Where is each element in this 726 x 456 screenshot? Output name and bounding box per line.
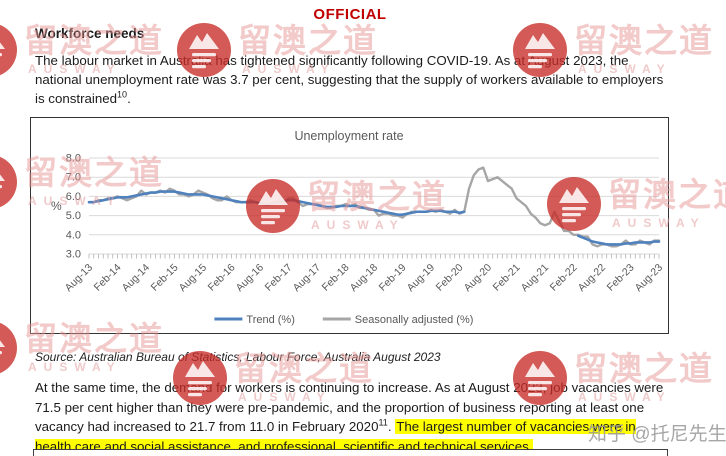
y-tick-label: 5.0 xyxy=(66,210,81,222)
x-tick-label: Feb-19 xyxy=(377,262,409,294)
x-tick-label: Feb-21 xyxy=(491,262,523,294)
x-tick-label: Aug-19 xyxy=(405,262,438,295)
x-tick-label: Aug-15 xyxy=(177,262,210,295)
ausway-logo-icon xyxy=(0,322,17,374)
classification-banner: OFFICIAL xyxy=(313,6,387,23)
legend-label: Trend (%) xyxy=(246,314,295,326)
x-tick-label: Aug-23 xyxy=(633,262,666,295)
x-tick-label: Feb-18 xyxy=(320,262,352,294)
series-line xyxy=(87,190,661,246)
chart-title: Unemployment rate xyxy=(294,129,403,143)
x-tick-label: Aug-20 xyxy=(462,262,495,295)
unemployment-rate-chart: Unemployment rate 8.0 7.0 6.0 5.0 4.0 3.0% Aug-… xyxy=(30,117,669,334)
page-title: Workforce needs xyxy=(35,26,145,41)
x-tick-label: Feb-16 xyxy=(206,262,238,294)
x-tick-label: Feb-23 xyxy=(605,262,637,294)
y-tick-label: 4.0 xyxy=(66,229,81,241)
x-tick-label: Aug-22 xyxy=(576,262,609,295)
x-tick-label: Aug-14 xyxy=(120,262,153,295)
source-note: Source: Australian Bureau of Statistics,… xyxy=(35,350,441,364)
x-tick-label: Feb-20 xyxy=(434,262,466,294)
y-tick-label: 7.0 xyxy=(66,172,81,184)
x-tick-label: Aug-17 xyxy=(291,262,324,295)
footnote-ref-11: 11 xyxy=(378,417,388,428)
next-figure-box-partial xyxy=(33,449,668,456)
x-tick-label: Feb-15 xyxy=(149,262,181,294)
y-tick-label: 3.0 xyxy=(66,249,81,261)
x-tick-label: Aug-13 xyxy=(63,262,96,295)
x-tick-label: Aug-21 xyxy=(519,262,552,295)
legend-label: Seasonally adjusted (%) xyxy=(355,314,474,326)
paragraph-tail: . xyxy=(387,419,396,434)
paragraph-vacancies: At the same time, the demand for workers… xyxy=(35,378,669,456)
footnote-ref-10: 10 xyxy=(117,89,128,100)
chart-canvas: Unemployment rate 8.0 7.0 6.0 5.0 4.0 3.0% Aug-… xyxy=(51,129,666,326)
x-tick-label: Aug-18 xyxy=(348,262,381,295)
ausway-logo-icon xyxy=(0,24,17,76)
x-tick-label: Feb-17 xyxy=(263,262,295,294)
x-tick-label: Aug-16 xyxy=(234,262,267,295)
x-tick-label: Feb-14 xyxy=(92,262,124,294)
y-tick-label: 6.0 xyxy=(66,191,81,203)
paragraph-tail: . xyxy=(127,91,131,106)
x-tick-label: Feb-22 xyxy=(548,262,580,294)
paragraph-labour-market: The labour market in Australia has tight… xyxy=(35,51,669,108)
y-axis-label: % xyxy=(51,199,62,213)
y-tick-label: 8.0 xyxy=(66,153,81,165)
ausway-logo-icon xyxy=(0,156,17,208)
